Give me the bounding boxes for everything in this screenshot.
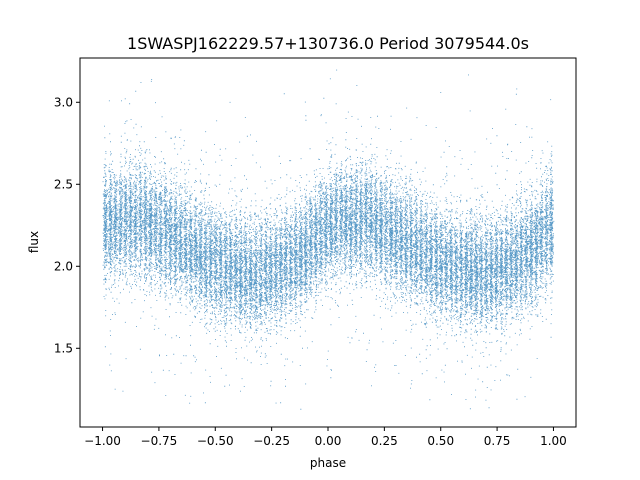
y-tick-label: 2.5: [54, 177, 73, 191]
x-tick-label: −1.00: [84, 434, 121, 448]
y-tick-label: 1.5: [54, 341, 73, 355]
x-tick-label: 0.75: [484, 434, 511, 448]
y-axis-ticks: 1.5 2.0 2.5 3.0: [54, 95, 80, 355]
x-tick-label: 1.00: [540, 434, 567, 448]
y-tick-label: 3.0: [54, 95, 73, 109]
y-axis-label: flux: [27, 231, 41, 253]
x-axis-ticks: −1.00 −0.75 −0.50 −0.25 0.00 0.25 0.50 0.75 1.00: [84, 427, 567, 448]
x-tick-label: 0.25: [371, 434, 398, 448]
x-tick-label: −0.25: [253, 434, 290, 448]
x-tick-label: 0.50: [427, 434, 454, 448]
x-tick-label: −0.75: [141, 434, 178, 448]
data-points: [102, 69, 555, 410]
y-tick-label: 2.0: [54, 259, 73, 273]
x-tick-label: −0.50: [197, 434, 234, 448]
chart-title: 1SWASPJ162229.57+130736.0 Period 3079544…: [127, 34, 529, 53]
x-axis-label: phase: [310, 456, 346, 470]
series-points: [102, 69, 555, 410]
x-tick-label: 0.00: [315, 434, 342, 448]
